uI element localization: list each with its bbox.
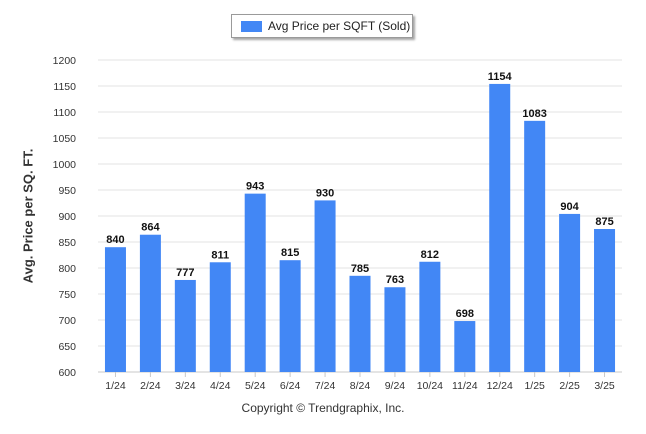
x-tick-label: 10/24	[417, 380, 443, 392]
y-tick-label: 1100	[53, 107, 76, 119]
bar	[174, 279, 196, 372]
bar	[314, 200, 336, 372]
data-label: 1083	[522, 108, 546, 120]
x-tick-label: 1/25	[524, 380, 545, 392]
data-label: 864	[141, 222, 160, 234]
y-tick-label: 650	[58, 341, 76, 353]
copyright-text: Copyright © Trendgraphix, Inc.	[241, 401, 405, 415]
x-tick-label: 12/24	[487, 380, 513, 392]
bar	[559, 213, 581, 372]
data-label: 812	[421, 249, 439, 261]
x-tick-label: 3/24	[175, 380, 196, 392]
bar	[384, 287, 406, 372]
x-tick-label: 3/25	[594, 380, 615, 392]
data-label: 785	[351, 263, 369, 275]
bar	[349, 275, 371, 372]
x-tick-label: 9/24	[385, 380, 406, 392]
bar	[139, 234, 161, 372]
bar	[419, 261, 441, 372]
bar	[279, 260, 301, 372]
x-tick-label: 2/24	[140, 380, 161, 392]
legend: Avg Price per SQFT (Sold)	[231, 14, 413, 38]
data-label: 930	[316, 187, 334, 199]
data-label: 1154	[488, 71, 513, 83]
y-tick-label: 600	[58, 367, 76, 379]
y-tick-label: 1000	[53, 159, 77, 171]
data-label: 943	[246, 181, 264, 193]
y-tick-label: 700	[58, 315, 76, 327]
bar	[454, 321, 476, 372]
y-tick-label: 850	[58, 237, 76, 249]
x-tick-label: 7/24	[315, 380, 336, 392]
legend-label: Avg Price per SQFT (Sold)	[268, 19, 411, 33]
bar	[104, 247, 126, 372]
y-tick-label: 800	[58, 263, 76, 275]
data-label: 811	[211, 249, 229, 261]
y-tick-label: 900	[58, 211, 76, 223]
bar	[244, 193, 266, 372]
data-label: 698	[456, 308, 474, 320]
y-tick-label: 750	[58, 289, 76, 301]
bar	[524, 120, 546, 372]
x-tick-label: 11/24	[452, 380, 478, 392]
bar	[209, 262, 231, 372]
data-label: 763	[386, 274, 404, 286]
data-label: 875	[595, 216, 613, 228]
data-label: 840	[106, 234, 124, 246]
bar	[489, 83, 511, 373]
data-label: 815	[281, 247, 299, 259]
data-label: 904	[560, 201, 579, 213]
x-tick-label: 5/24	[245, 380, 266, 392]
y-tick-label: 1050	[53, 133, 77, 145]
x-tick-label: 4/24	[210, 380, 231, 392]
x-tick-label: 6/24	[280, 380, 301, 392]
y-tick-label: 950	[58, 185, 76, 197]
y-tick-label: 1200	[53, 55, 77, 67]
x-tick-label: 1/24	[105, 380, 126, 392]
bar	[594, 229, 616, 372]
legend-swatch	[241, 21, 262, 32]
x-tick-label: 2/25	[559, 380, 580, 392]
data-label: 777	[176, 267, 194, 279]
y-tick-label: 1150	[53, 81, 76, 93]
x-tick-label: 8/24	[350, 380, 371, 392]
